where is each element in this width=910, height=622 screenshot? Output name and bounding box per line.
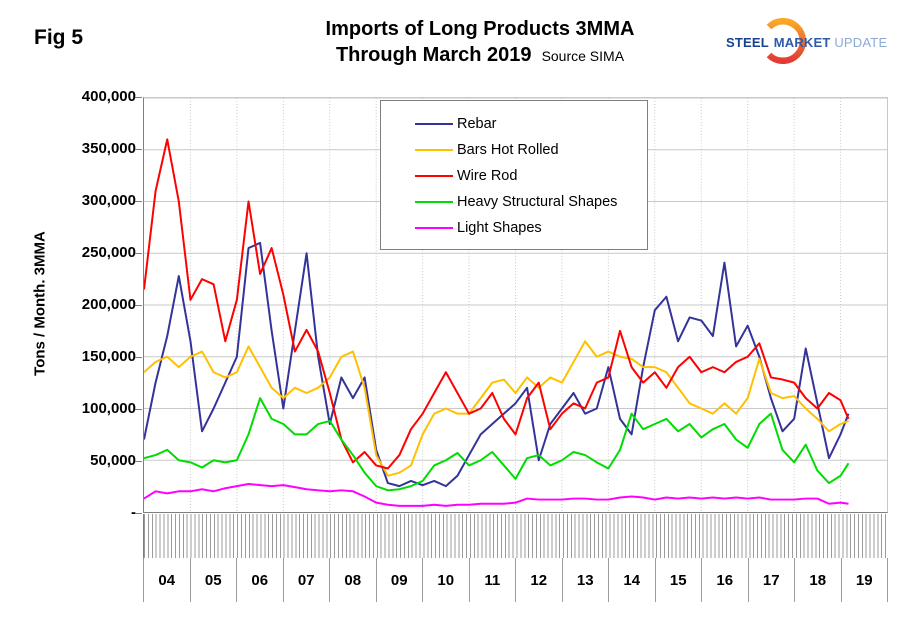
y-tick-label: 100,000	[81, 400, 136, 417]
y-tick-mark	[135, 461, 142, 462]
y-tick-mark	[135, 149, 142, 150]
chart-source-label: Source SIMA	[541, 48, 625, 64]
year-label-08: 08	[330, 558, 377, 602]
legend-item-bars-hot-rolled: Bars Hot Rolled	[381, 137, 647, 163]
chart-title-block: Imports of Long Products 3MMA Through Ma…	[230, 18, 730, 67]
year-label-16: 16	[702, 558, 749, 602]
legend-line-swatch	[415, 149, 453, 151]
year-label-07: 07	[284, 558, 330, 602]
legend-label: Bars Hot Rolled	[457, 142, 559, 158]
legend-line-swatch	[415, 175, 453, 177]
y-tick-mark	[135, 201, 142, 202]
year-label-05: 05	[191, 558, 237, 602]
figure-label: Fig 5	[34, 26, 84, 49]
year-label-19: 19	[842, 558, 888, 602]
y-tick-label: 400,000	[81, 88, 136, 105]
legend-label: Heavy Structural Shapes	[457, 194, 618, 210]
series-line-rebar	[144, 241, 850, 488]
legend-item-heavy-structural-shapes: Heavy Structural Shapes	[381, 189, 647, 215]
year-label-18: 18	[795, 558, 842, 602]
legend-item-light-shapes: Light Shapes	[381, 215, 647, 241]
y-tick-label: 50,000	[90, 452, 136, 469]
logo-swoosh-icon	[766, 18, 806, 64]
year-label-04: 04	[143, 558, 191, 602]
monthly-tick-comb	[143, 514, 888, 558]
logo-market-text: MARKET	[773, 35, 831, 50]
year-label-13: 13	[563, 558, 609, 602]
year-label-17: 17	[749, 558, 795, 602]
legend-line-swatch	[415, 123, 453, 125]
year-label-11: 11	[470, 558, 516, 602]
year-label-06: 06	[237, 558, 284, 602]
y-tick-mark	[135, 305, 142, 306]
y-tick-label: 150,000	[81, 348, 136, 365]
y-tick-mark	[135, 97, 142, 98]
y-tick-mark	[135, 513, 142, 514]
chart-title-line1: Imports of Long Products 3MMA	[325, 18, 635, 40]
y-tick-mark	[135, 253, 142, 254]
year-label-15: 15	[656, 558, 702, 602]
series-line-light-shapes	[144, 483, 849, 507]
chart-legend: Rebar Bars Hot Rolled Wire Rod Heavy Struct…	[380, 100, 648, 250]
legend-label: Wire Rod	[457, 168, 518, 184]
y-tick-mark	[135, 409, 142, 410]
legend-label: Light Shapes	[457, 220, 542, 236]
x-axis-year-labels: 04 05 06 07 08 09 10 11 12 13 14 15 16 17 18 19	[143, 558, 888, 602]
year-label-12: 12	[516, 558, 563, 602]
y-tick-mark	[135, 357, 142, 358]
y-tick-label: 300,000	[81, 192, 136, 209]
series-line-wire-rod	[144, 138, 850, 470]
y-tick-label: 350,000	[81, 140, 136, 157]
logo-update-text: UPDATE	[834, 35, 888, 50]
chart-title-line2: Through March 2019 Source SIMA	[230, 44, 730, 67]
legend-item-wire-rod: Wire Rod	[381, 163, 647, 189]
chart-title-line2-text: Through March 2019	[335, 44, 532, 66]
steel-market-update-logo: STEEL MARKET UPDATE	[726, 18, 896, 70]
year-label-14: 14	[609, 558, 656, 602]
y-tick-label: 250,000	[81, 244, 136, 261]
legend-line-swatch	[415, 201, 453, 203]
y-tick-label: 200,000	[81, 296, 136, 313]
year-label-09: 09	[377, 558, 423, 602]
series-line-heavy-structural-shapes	[144, 397, 850, 492]
y-tick-label: -	[131, 504, 136, 521]
year-label-10: 10	[423, 558, 470, 602]
logo-text: STEEL MARKET UPDATE	[726, 35, 887, 50]
series-line-bars-hot-rolled	[144, 340, 849, 477]
legend-line-swatch	[415, 227, 453, 229]
y-axis-title: Tons / Month. 3MMA	[31, 231, 49, 376]
legend-label: Rebar	[457, 116, 497, 132]
logo-steel-text: STEEL	[726, 35, 770, 50]
legend-item-rebar: Rebar	[381, 111, 647, 137]
